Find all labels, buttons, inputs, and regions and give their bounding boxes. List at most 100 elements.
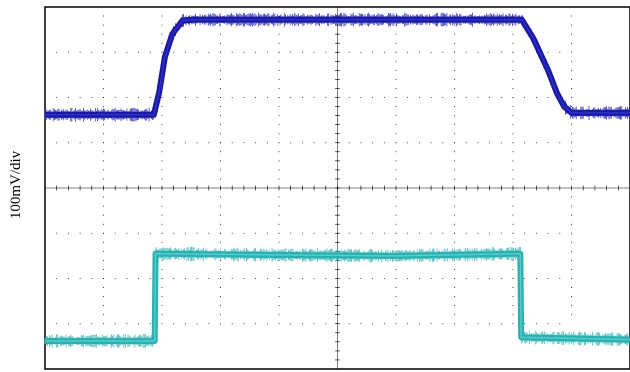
grid-dot xyxy=(571,232,572,234)
grid-dot xyxy=(161,305,163,307)
grid-dot xyxy=(161,115,163,117)
grid-dot xyxy=(313,278,315,279)
grid-dot xyxy=(173,278,175,279)
grid-dot xyxy=(278,232,280,234)
grid-dot xyxy=(395,323,397,325)
grid-dot xyxy=(395,268,397,270)
grid-dot xyxy=(477,51,479,53)
grid-dot xyxy=(255,278,257,279)
grid-dot xyxy=(173,51,175,53)
grid-dot xyxy=(161,15,163,17)
grid-dot xyxy=(278,78,280,80)
grid-dot xyxy=(348,97,350,98)
grid-dot xyxy=(360,278,362,279)
grid-dot xyxy=(126,278,128,279)
grid-dot xyxy=(220,196,221,198)
grid-dot xyxy=(103,214,104,216)
grid-dot xyxy=(243,97,245,98)
grid-dot xyxy=(103,278,104,279)
grid-dot xyxy=(103,287,104,289)
grid-dot xyxy=(512,87,514,89)
grid-dot xyxy=(395,133,397,135)
grid-dot xyxy=(454,169,455,171)
grid-dot xyxy=(395,241,397,243)
grid-dot xyxy=(512,151,514,153)
grid-dot xyxy=(220,160,221,162)
grid-dot xyxy=(454,115,455,117)
grid-dot xyxy=(454,51,455,53)
grid-dot xyxy=(220,314,221,316)
grid-dot xyxy=(278,323,280,325)
grid-dot xyxy=(103,42,104,44)
grid-dot xyxy=(489,232,491,234)
grid-dot xyxy=(149,51,151,53)
grid-dot xyxy=(442,97,444,98)
grid-dot xyxy=(220,169,221,171)
grid-dot xyxy=(465,97,467,98)
grid-dot xyxy=(360,51,362,53)
grid-dot xyxy=(395,305,397,307)
grid-dot xyxy=(278,24,280,26)
grid-dot xyxy=(184,278,186,279)
grid-dot xyxy=(571,24,572,26)
grid-dot xyxy=(571,60,572,62)
grid-dot xyxy=(454,314,455,316)
grid-dot xyxy=(161,142,163,144)
grid-dot xyxy=(418,278,420,279)
grid-dot xyxy=(395,314,397,316)
grid-dot xyxy=(325,323,327,325)
grid-dot xyxy=(395,33,397,35)
grid-dot xyxy=(173,97,175,98)
grid-dot xyxy=(290,232,292,234)
grid-dot xyxy=(114,278,116,279)
grid-dot xyxy=(161,6,163,8)
grid-dot xyxy=(418,97,420,98)
grid-dot xyxy=(454,287,455,289)
grid-dot xyxy=(161,223,163,225)
grid-dot xyxy=(477,323,479,325)
grid-dot xyxy=(79,97,81,98)
grid-dot xyxy=(571,51,572,53)
grid-dot xyxy=(103,169,104,171)
grid-dot xyxy=(383,323,385,325)
grid-dot xyxy=(231,278,233,279)
grid-dot xyxy=(161,278,163,279)
grid-dot xyxy=(138,232,140,234)
grid-dot xyxy=(290,97,292,98)
grid-dot xyxy=(103,142,104,144)
grid-dot xyxy=(208,97,210,98)
grid-dot xyxy=(571,305,572,307)
grid-dot xyxy=(372,97,374,98)
grid-dot xyxy=(325,51,327,53)
grid-dot xyxy=(372,142,374,144)
grid-dot xyxy=(395,124,397,126)
grid-dot xyxy=(208,323,210,325)
grid-dot xyxy=(161,214,163,216)
grid-dot xyxy=(395,250,397,252)
grid-dot xyxy=(465,51,467,53)
grid-dot xyxy=(430,97,432,98)
grid-dot xyxy=(196,142,198,144)
grid-dot xyxy=(184,232,186,234)
grid-dot xyxy=(220,232,221,234)
grid-dot xyxy=(67,97,69,98)
grid-dot xyxy=(220,223,221,225)
grid-dot xyxy=(278,97,280,98)
grid-dot xyxy=(103,87,104,89)
grid-dot xyxy=(571,241,572,243)
grid-dot xyxy=(278,214,280,216)
grid-dot xyxy=(465,232,467,234)
grid-dot xyxy=(547,51,549,53)
grid-dot xyxy=(325,232,327,234)
grid-dot xyxy=(56,97,58,98)
grid-dot xyxy=(67,51,69,53)
grid-dot xyxy=(220,259,221,261)
grid-dot xyxy=(278,87,280,89)
grid-dot xyxy=(524,51,526,53)
grid-dot xyxy=(278,314,280,316)
grid-dot xyxy=(512,169,514,171)
grid-dot xyxy=(395,287,397,289)
grid-dot xyxy=(220,323,221,325)
grid-dot xyxy=(231,97,233,98)
